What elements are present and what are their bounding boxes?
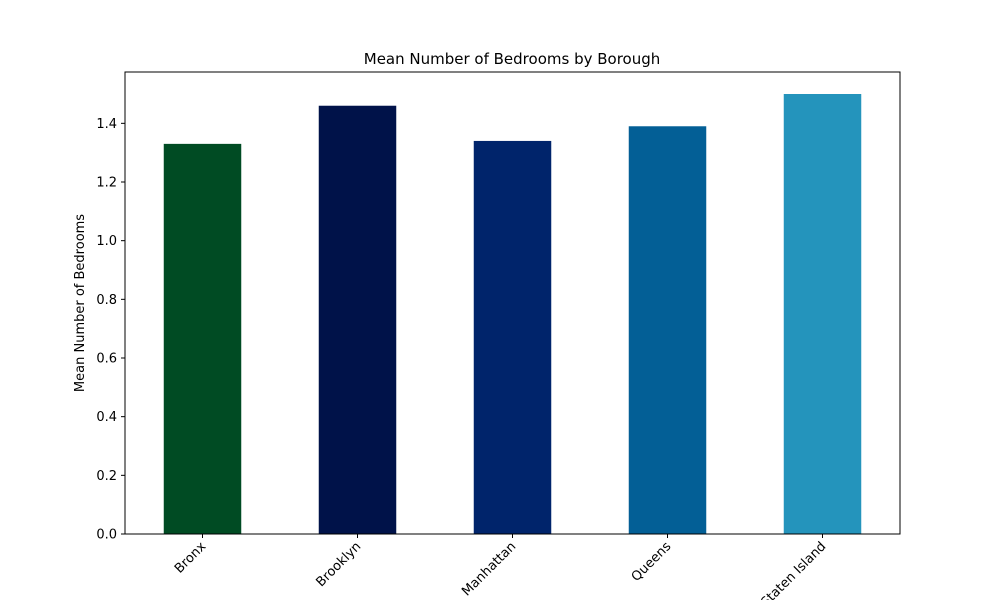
- bar-brooklyn: [318, 105, 397, 534]
- y-tick-label: 0.0: [96, 528, 117, 543]
- bar-bronx: [163, 143, 242, 534]
- bar-staten-island: [783, 94, 862, 534]
- y-tick-label: 0.4: [96, 410, 117, 425]
- bars-group: [163, 94, 862, 535]
- x-tick-label: Queens: [629, 539, 675, 585]
- y-ticks-group: 0.0 0.2 0.4 0.6 0.8 1.0 1.2 1.4: [96, 117, 125, 543]
- y-tick-label: 1.4: [96, 117, 117, 132]
- x-tick-label: Bronx: [172, 539, 210, 577]
- x-ticks-group: Bronx Brooklyn Manhattan Queens Staten Islan…: [172, 534, 829, 600]
- bar-manhattan: [473, 140, 552, 534]
- bar-queens: [628, 126, 707, 535]
- y-tick-label: 0.8: [96, 293, 117, 308]
- x-tick-label: Brooklyn: [313, 539, 364, 590]
- x-tick-label: Manhattan: [459, 539, 519, 599]
- y-tick-label: 0.6: [96, 352, 117, 367]
- y-tick-label: 1.0: [96, 234, 117, 249]
- chart-title: Mean Number of Bedrooms by Borough: [364, 50, 661, 68]
- x-tick-label: Staten Island: [758, 539, 829, 600]
- y-tick-label: 0.2: [96, 469, 117, 484]
- plot-frame: [124, 71, 901, 535]
- y-axis-label: Mean Number of Bedrooms: [73, 214, 88, 392]
- y-tick-label: 1.2: [96, 176, 117, 191]
